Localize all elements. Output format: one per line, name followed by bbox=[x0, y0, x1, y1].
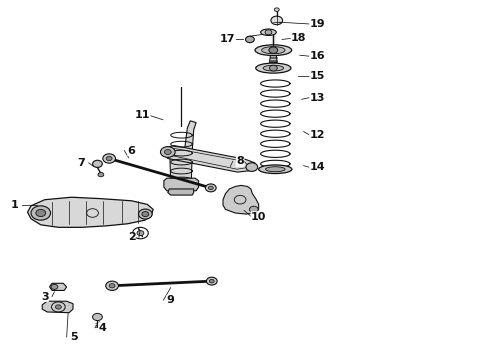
Text: 6: 6 bbox=[128, 145, 136, 156]
Ellipse shape bbox=[263, 65, 284, 71]
Circle shape bbox=[208, 186, 213, 190]
Circle shape bbox=[246, 163, 258, 171]
Circle shape bbox=[98, 172, 104, 177]
Circle shape bbox=[51, 284, 58, 289]
Polygon shape bbox=[168, 189, 194, 195]
Text: 14: 14 bbox=[310, 162, 325, 172]
Polygon shape bbox=[164, 145, 256, 172]
Text: 8: 8 bbox=[236, 156, 244, 166]
Ellipse shape bbox=[256, 63, 291, 73]
Circle shape bbox=[164, 149, 171, 154]
Circle shape bbox=[93, 314, 102, 320]
Text: 7: 7 bbox=[77, 158, 85, 168]
Polygon shape bbox=[270, 55, 277, 62]
Text: 16: 16 bbox=[310, 51, 325, 61]
Circle shape bbox=[274, 8, 279, 12]
Text: 2: 2 bbox=[128, 232, 136, 242]
Text: 10: 10 bbox=[251, 212, 267, 221]
Text: 18: 18 bbox=[291, 33, 307, 43]
Circle shape bbox=[160, 147, 175, 157]
Text: 5: 5 bbox=[70, 332, 78, 342]
Ellipse shape bbox=[259, 165, 292, 174]
Circle shape bbox=[245, 36, 254, 42]
Polygon shape bbox=[223, 185, 259, 214]
Circle shape bbox=[106, 156, 112, 161]
Circle shape bbox=[249, 206, 258, 213]
Ellipse shape bbox=[255, 45, 292, 55]
Polygon shape bbox=[49, 283, 67, 291]
Circle shape bbox=[106, 281, 119, 291]
Ellipse shape bbox=[261, 29, 276, 36]
Text: 12: 12 bbox=[310, 130, 325, 140]
Circle shape bbox=[206, 277, 217, 285]
Ellipse shape bbox=[266, 167, 285, 172]
Text: 3: 3 bbox=[41, 292, 49, 302]
Circle shape bbox=[205, 184, 216, 192]
Text: 17: 17 bbox=[220, 35, 236, 44]
Ellipse shape bbox=[262, 46, 285, 54]
Circle shape bbox=[103, 154, 116, 163]
Text: 9: 9 bbox=[167, 295, 174, 305]
Circle shape bbox=[55, 305, 61, 309]
Circle shape bbox=[270, 65, 277, 71]
Text: 11: 11 bbox=[135, 111, 150, 121]
Circle shape bbox=[142, 212, 149, 217]
Circle shape bbox=[209, 279, 214, 283]
Circle shape bbox=[139, 209, 152, 219]
Circle shape bbox=[265, 30, 272, 35]
Polygon shape bbox=[42, 301, 73, 313]
Circle shape bbox=[36, 210, 46, 217]
Text: 4: 4 bbox=[98, 323, 106, 333]
Circle shape bbox=[31, 206, 50, 220]
Text: 1: 1 bbox=[10, 200, 18, 210]
Circle shape bbox=[137, 230, 144, 235]
Text: 15: 15 bbox=[310, 71, 325, 81]
Polygon shape bbox=[170, 121, 196, 184]
Circle shape bbox=[269, 47, 278, 53]
Text: 19: 19 bbox=[310, 19, 325, 29]
Circle shape bbox=[93, 160, 102, 167]
Circle shape bbox=[271, 16, 283, 25]
Polygon shape bbox=[164, 178, 198, 191]
Text: 13: 13 bbox=[310, 93, 325, 103]
Polygon shape bbox=[27, 197, 153, 227]
Circle shape bbox=[109, 284, 115, 288]
